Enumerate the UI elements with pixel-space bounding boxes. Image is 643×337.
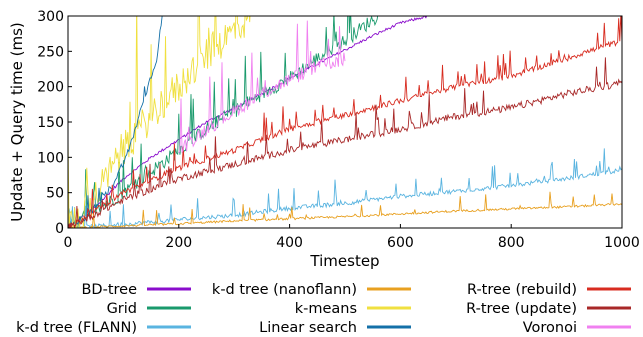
x-tick-label: 800	[498, 235, 525, 251]
series-line-3	[68, 191, 622, 228]
legend-label: k-d tree (nanoflann)	[212, 282, 357, 298]
y-tick-label: 200	[37, 80, 64, 96]
series-line-6	[68, 16, 622, 228]
legend-label: R-tree (update)	[466, 301, 577, 317]
series-line-8	[178, 20, 346, 154]
legend-label: R-tree (rebuild)	[467, 282, 577, 298]
legend-label: k-means	[295, 301, 357, 317]
series-line-2	[68, 148, 622, 228]
series-line-7	[68, 57, 622, 228]
x-tick-label: 0	[64, 235, 73, 251]
plot-lines	[68, 16, 622, 228]
y-axis-label: Update + Query time (ms)	[8, 22, 26, 222]
y-tick-label: 0	[55, 221, 64, 237]
x-tick-label: 1000	[604, 235, 640, 251]
legend-label: Grid	[107, 301, 137, 317]
x-tick-label: 200	[165, 235, 192, 251]
y-tick-label: 300	[37, 9, 64, 25]
legend-label: BD-tree	[81, 282, 137, 298]
legend-label: k-d tree (FLANN)	[16, 320, 137, 336]
legend-label: Voronoi	[523, 320, 577, 336]
x-tick-label: 600	[387, 235, 414, 251]
x-tick-label: 400	[276, 235, 303, 251]
x-axis-label: Timestep	[309, 252, 379, 270]
y-tick-label: 100	[37, 150, 64, 166]
legend: BD-tree Grid k-d tree (FLANN) k-d tree (nan…	[16, 282, 631, 336]
y-tick-label: 150	[37, 115, 64, 131]
y-tick-label: 50	[46, 186, 64, 202]
legend-label: Linear search	[259, 320, 357, 336]
axes: 0 200 400 600 800 1000 0 50 100 150 200 250 300	[37, 9, 640, 251]
y-tick-label: 250	[37, 44, 64, 60]
